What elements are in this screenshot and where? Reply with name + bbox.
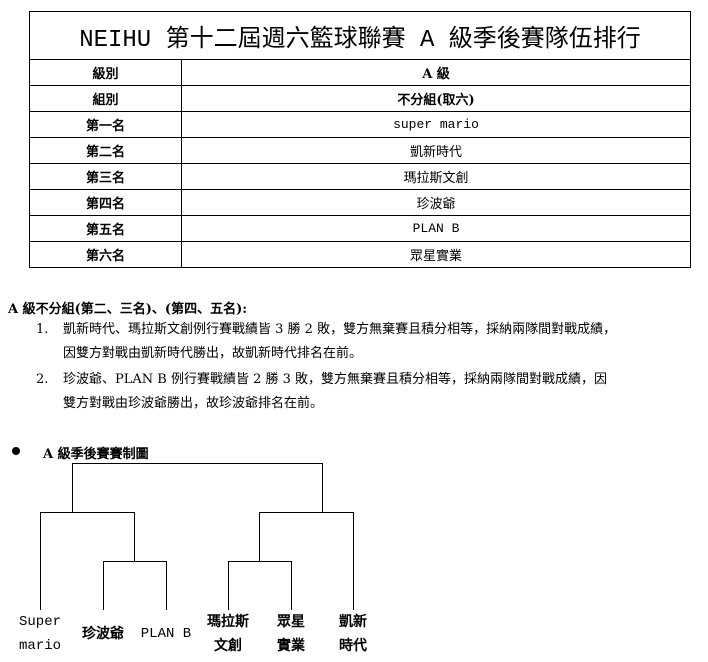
row-value: super mario — [181, 111, 691, 138]
bracket-team: 眾星 實業 — [277, 614, 305, 654]
row-value: PLAN B — [181, 215, 691, 242]
bracket-team: 珍波爺 — [82, 626, 124, 642]
note-item: 1. 凱新時代、瑪拉斯文創例行賽戰績皆 3 勝 2 敗，雙方無棄賽且積分相等，採納… — [36, 322, 617, 361]
bracket-team: 凱新 時代 — [339, 614, 367, 654]
row-value: A 級 — [181, 59, 691, 86]
row-value: 眾星實業 — [181, 241, 691, 268]
row-label: 級別 — [29, 59, 182, 86]
bullet-icon — [12, 447, 20, 455]
bracket-left-first — [103, 561, 167, 610]
bracket-team: Super mario — [18, 614, 61, 654]
row-label: 第五名 — [29, 215, 182, 242]
table-title: NEIHU 第十二屆週六籃球聯賽 A 級季後賽隊伍排行 — [29, 11, 691, 60]
row-value: 珍波爺 — [181, 189, 691, 216]
row-value: 瑪拉斯文創 — [181, 163, 691, 190]
ranking-table: NEIHU 第十二屆週六籃球聯賽 A 級季後賽隊伍排行 級別 A 級組別 不分組(取… — [29, 11, 691, 268]
row-value: 凱新時代 — [181, 137, 691, 164]
table-row: 第六名 眾星實業 — [29, 241, 691, 268]
row-label: 第六名 — [29, 241, 182, 268]
table-row: 第三名 瑪拉斯文創 — [29, 163, 691, 190]
table-row: 級別 A 級 — [29, 59, 691, 86]
table-row: 第五名 PLAN B — [29, 215, 691, 242]
table-row: 第二名 凱新時代 — [29, 137, 691, 164]
note-item: 2. 珍波爺、PLAN B 例行賽戰績皆 2 勝 3 敗，雙方無棄賽且積分相等，採… — [36, 372, 608, 411]
bracket-final — [72, 463, 323, 512]
bracket-team: 瑪拉斯 文創 — [207, 614, 249, 654]
row-label: 第二名 — [29, 137, 182, 164]
bracket-left-semi — [40, 512, 135, 610]
bracket-right-first — [228, 561, 292, 610]
notes-heading: A 級不分組(第二、三名)、(第四、五名): — [8, 302, 248, 317]
bracket-team: PLAN B — [140, 626, 192, 642]
table-row: 第一名 super mario — [29, 111, 691, 138]
bracket-title: A 級季後賽賽制圖 — [43, 447, 149, 462]
bracket-right-semi — [259, 512, 354, 610]
